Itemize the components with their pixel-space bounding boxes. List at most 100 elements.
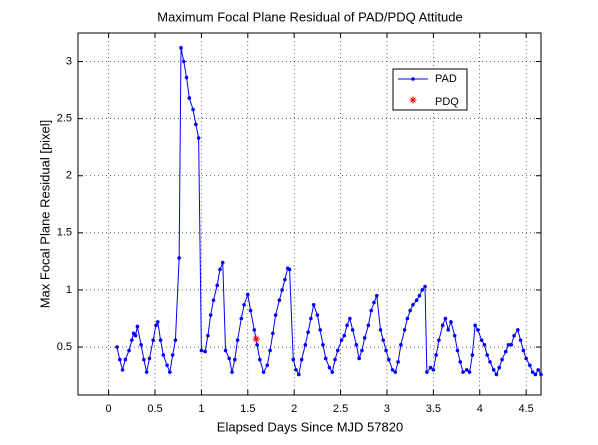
data-point — [130, 338, 134, 342]
data-point — [177, 256, 181, 260]
data-point — [437, 338, 441, 342]
data-point — [503, 349, 508, 354]
data-point — [470, 353, 475, 357]
data-point — [252, 328, 257, 332]
data-point — [165, 363, 169, 368]
data-point — [536, 368, 541, 372]
data-point — [485, 353, 489, 357]
data-point — [417, 293, 422, 298]
legend-label: PDQ — [435, 96, 459, 108]
data-point — [452, 333, 457, 338]
data-point — [335, 348, 340, 353]
data-point — [173, 338, 178, 342]
data-point — [144, 370, 149, 374]
data-point — [396, 360, 400, 364]
data-point — [330, 370, 335, 374]
data-point — [235, 338, 240, 342]
data-point — [461, 370, 465, 374]
data-point — [151, 338, 155, 342]
data-point — [327, 365, 332, 370]
data-point — [443, 316, 448, 321]
data-point — [530, 370, 535, 374]
data-point — [261, 370, 266, 374]
data-point — [384, 348, 388, 353]
data-point — [179, 46, 183, 50]
data-point — [516, 328, 520, 332]
data-point — [242, 302, 246, 307]
data-point — [402, 328, 407, 332]
data-point — [309, 316, 313, 321]
x-tick-label: 0.5 — [147, 403, 162, 415]
y-tick-label: 2.5 — [57, 113, 72, 125]
y-tick-label: 0.5 — [57, 341, 72, 353]
data-point — [408, 308, 412, 313]
data-point — [393, 370, 398, 374]
data-point — [533, 372, 538, 377]
data-point — [218, 267, 222, 272]
x-tick-label: 4 — [477, 403, 483, 415]
data-point — [423, 284, 427, 289]
data-point — [390, 368, 395, 372]
data-point — [497, 365, 502, 370]
data-point — [273, 313, 278, 317]
data-point — [381, 338, 386, 342]
data-point — [268, 348, 272, 353]
data-point — [181, 59, 186, 64]
data-point — [455, 348, 460, 353]
data-point — [155, 320, 160, 324]
data-point — [512, 333, 516, 338]
data-point — [524, 356, 528, 361]
data-point — [528, 363, 532, 368]
x-tick-label: 1 — [198, 403, 204, 415]
data-point — [199, 348, 204, 353]
data-point — [369, 308, 374, 313]
y-tick-label: 3 — [66, 55, 72, 67]
data-point — [440, 323, 445, 328]
data-point — [318, 328, 322, 332]
data-point — [206, 333, 210, 338]
x-tick-label: 2 — [291, 403, 297, 415]
data-point — [357, 356, 361, 361]
data-point — [464, 368, 469, 372]
data-point — [425, 370, 429, 374]
data-point — [372, 300, 376, 305]
data-point — [133, 333, 138, 338]
y-tick-label: 1 — [66, 284, 72, 296]
data-point — [291, 357, 296, 362]
data-point — [287, 267, 292, 272]
y-axis-label: Max Focal Plane Residual [pixel] — [37, 120, 52, 309]
data-point — [258, 357, 262, 362]
chart-title: Maximum Focal Plane Residual of PAD/PDQ … — [157, 9, 462, 24]
data-point — [297, 372, 301, 377]
data-point — [187, 96, 192, 100]
data-point — [405, 316, 410, 321]
data-point — [323, 356, 328, 361]
data-point — [170, 353, 175, 357]
data-point — [482, 342, 487, 347]
data-point — [446, 328, 451, 332]
data-point — [215, 283, 219, 288]
data-point — [360, 348, 364, 353]
data-point — [428, 365, 433, 370]
data-point — [120, 368, 125, 372]
data-point — [345, 323, 349, 328]
data-point — [500, 357, 504, 362]
data-point — [299, 357, 304, 362]
data-point — [350, 328, 355, 332]
data-point — [196, 136, 201, 140]
data-point — [434, 353, 438, 357]
data-point — [123, 357, 128, 362]
data-point — [245, 292, 250, 297]
data-point — [366, 323, 371, 328]
data-point — [277, 298, 282, 303]
data-point — [154, 323, 158, 328]
data-point — [488, 360, 492, 364]
data-point — [233, 357, 237, 362]
data-point — [479, 338, 484, 342]
data-point — [354, 342, 359, 347]
x-tick-label: 4.5 — [519, 403, 534, 415]
data-point — [431, 368, 436, 372]
plot-area — [78, 33, 541, 395]
x-axis-label: Elapsed Days Since MJD 57820 — [217, 419, 403, 434]
